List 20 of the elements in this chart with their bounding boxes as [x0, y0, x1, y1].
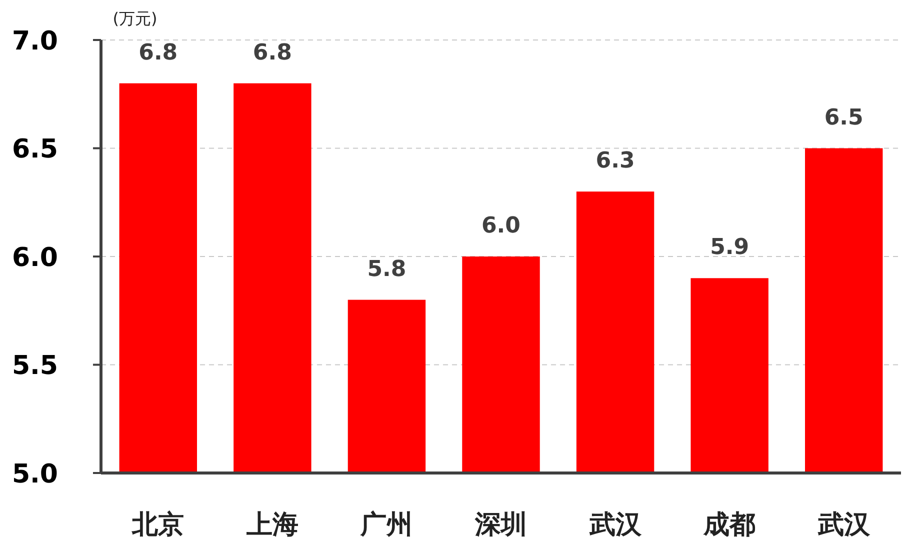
x-tick-label: 武汉: [816, 510, 871, 540]
data-label: 6.5: [824, 105, 864, 130]
x-tick-label: 成都: [702, 510, 756, 540]
x-tick-label: 北京: [131, 510, 184, 540]
x-tick-label: 广州: [360, 510, 413, 540]
y-tick-label: 6.0: [12, 242, 58, 273]
x-tick-label: 武汉: [588, 510, 642, 540]
x-tick-label: 深圳: [474, 510, 527, 540]
data-label: 6.8: [252, 40, 292, 66]
data-label: 5.9: [710, 235, 750, 260]
data-label: 6.8: [138, 40, 178, 66]
y-tick-label: 5.5: [12, 351, 58, 382]
x-tick-label: 上海: [245, 510, 298, 540]
data-label: 5.8: [367, 256, 406, 282]
data-label: 6.0: [482, 214, 520, 238]
y-axis-title: (万元): [112, 9, 158, 28]
data-label: 6.3: [596, 148, 635, 174]
y-tick-label: 6.5: [12, 134, 58, 165]
y-tick-label: 5.0: [12, 459, 58, 490]
y-tick-label: 7.0: [12, 26, 58, 56]
